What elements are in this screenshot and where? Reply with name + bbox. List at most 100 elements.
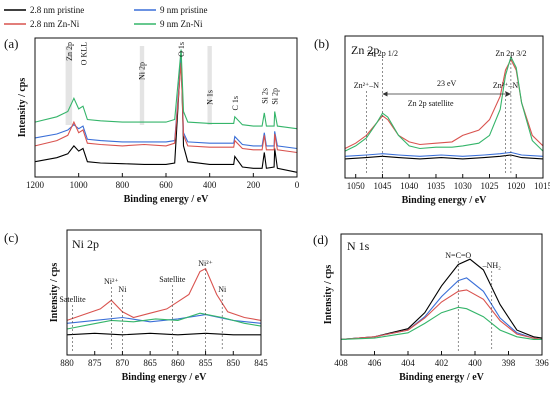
x-axis-label: Binding energy / eV xyxy=(402,195,488,206)
series-line xyxy=(34,62,298,154)
x-axis-label: Binding energy / eV xyxy=(399,372,485,383)
arrow-head-right xyxy=(505,91,511,97)
plot-frame xyxy=(66,229,262,356)
x-tick-label: 880 xyxy=(60,358,74,368)
highlight-band xyxy=(207,46,212,125)
peak-annotation: –NH₂ xyxy=(482,261,502,270)
peak-annotation: Si 2s xyxy=(260,88,269,104)
highlight-band xyxy=(139,46,145,125)
panel-title: N 1s xyxy=(347,239,370,253)
peak-annotation: Satellite xyxy=(159,275,186,284)
x-tick-label: 200 xyxy=(247,180,261,190)
panel-2: 1050 1045 1040 1035 1030 1025 1020 1015 Binding … xyxy=(314,35,550,206)
legend-entry: 9 nm pristine xyxy=(134,5,208,15)
peak-annotation: O KLL xyxy=(79,42,88,65)
panel-label: (c) xyxy=(4,230,18,245)
peak-annotation: Zn²⁺–N xyxy=(493,81,519,90)
series-line xyxy=(340,306,542,340)
series-line xyxy=(66,332,261,336)
peak-annotation: Ni 2p xyxy=(138,62,147,80)
peak-annotation: Ni²⁺ xyxy=(104,277,119,286)
panel-label: (a) xyxy=(4,36,18,51)
x-tick-label: 396 xyxy=(535,358,549,368)
panel-3: 880 875 870 865 860 855 850 845 Binding energy /… xyxy=(4,229,268,383)
peak-annotation: N=C=O xyxy=(445,251,471,260)
series-line xyxy=(34,49,298,130)
peak-annotation: Zn 2p 3/2 xyxy=(495,49,526,58)
x-tick-label: 1000 xyxy=(70,180,89,190)
peak-annotation: N 1s xyxy=(206,90,215,105)
x-tick-label: 402 xyxy=(435,358,449,368)
peak-annotation: Ni²⁺ xyxy=(198,259,213,268)
y-axis-label: Intensity / cps xyxy=(323,265,334,325)
x-tick-label: 398 xyxy=(502,358,516,368)
plot-frame xyxy=(344,35,544,179)
x-tick-label: 855 xyxy=(199,358,213,368)
panel-title: Zn 2p xyxy=(351,43,379,57)
y-axis-label: Intensity / cps xyxy=(49,263,60,323)
highlight-band xyxy=(65,46,73,125)
series-line xyxy=(340,258,543,340)
legend-label: 2.8 nm Zn-Ni xyxy=(30,19,80,29)
x-tick-label: 850 xyxy=(227,358,241,368)
x-tick-label: 1020 xyxy=(507,181,526,191)
series-line xyxy=(66,312,262,330)
peak-annotation: Zn²⁺–N xyxy=(354,81,380,90)
x-tick-label: 870 xyxy=(116,358,130,368)
peak-annotation: Zn 2p 1/2 xyxy=(367,49,398,58)
y-axis-label: Intensity / cps xyxy=(17,78,28,138)
peak-annotation: O 1s xyxy=(177,42,186,57)
x-tick-label: 865 xyxy=(143,358,157,368)
x-tick-label: 875 xyxy=(88,358,102,368)
x-tick-label: 406 xyxy=(368,358,382,368)
x-tick-label: 1050 xyxy=(347,181,366,191)
x-tick-label: 1035 xyxy=(427,181,446,191)
x-tick-label: 1200 xyxy=(26,180,45,190)
peak-annotation: Satellite xyxy=(59,295,86,304)
x-tick-label: 408 xyxy=(334,358,348,368)
legend-label: 2.8 nm pristine xyxy=(30,5,84,15)
panel-title: Ni 2p xyxy=(72,237,99,251)
x-tick-label: 860 xyxy=(171,358,185,368)
x-tick-label: 1040 xyxy=(400,181,419,191)
x-tick-label: 1025 xyxy=(480,181,499,191)
legend-label: 9 nm Zn-Ni xyxy=(160,19,203,29)
peak-annotation: Ni xyxy=(218,285,227,294)
series-line xyxy=(344,151,544,157)
plot-frame xyxy=(34,37,298,178)
legend-entry: 2.8 nm Zn-Ni xyxy=(4,19,80,29)
peak-annotation: Zn 2p satellite xyxy=(408,99,454,108)
peak-annotation: Zn 2p xyxy=(65,42,74,61)
peak-annotation: Si 2p xyxy=(271,88,280,105)
x-tick-label: 1045 xyxy=(373,181,392,191)
series-line xyxy=(344,154,544,160)
x-tick-label: 404 xyxy=(401,358,415,368)
legend-label: 9 nm pristine xyxy=(160,5,208,15)
x-tick-label: 845 xyxy=(254,358,268,368)
series-line xyxy=(34,53,298,173)
x-tick-label: 1015 xyxy=(534,181,550,191)
x-tick-label: 0 xyxy=(295,180,300,190)
series-line xyxy=(34,58,298,150)
panel-label: (b) xyxy=(314,36,329,51)
series-line xyxy=(344,55,544,152)
x-tick-label: 1030 xyxy=(454,181,473,191)
panel-4: 408 406 404 402 400 398 396 Binding energy / eV… xyxy=(313,232,549,383)
panel-label: (d) xyxy=(313,232,328,247)
x-axis-label: Binding energy / eV xyxy=(124,194,210,205)
legend-entry: 9 nm Zn-Ni xyxy=(134,19,203,29)
series-line xyxy=(340,289,543,340)
peak-annotation: Ni xyxy=(118,285,127,294)
peak-annotation: C 1s xyxy=(231,96,240,110)
arrow-head-left xyxy=(382,91,388,97)
legend-entry: 2.8 nm pristine xyxy=(4,5,84,15)
energy-gap-arrow xyxy=(382,91,511,97)
x-axis-label: Binding energy / eV xyxy=(122,372,208,383)
x-tick-label: 400 xyxy=(468,358,482,368)
x-tick-label: 600 xyxy=(159,180,173,190)
panel-1: 1200 1000 800 600 400 200 0 Binding energy / eV… xyxy=(4,36,300,205)
x-tick-label: 400 xyxy=(203,180,217,190)
x-tick-label: 800 xyxy=(116,180,130,190)
peak-annotation: 23 eV xyxy=(437,79,457,88)
